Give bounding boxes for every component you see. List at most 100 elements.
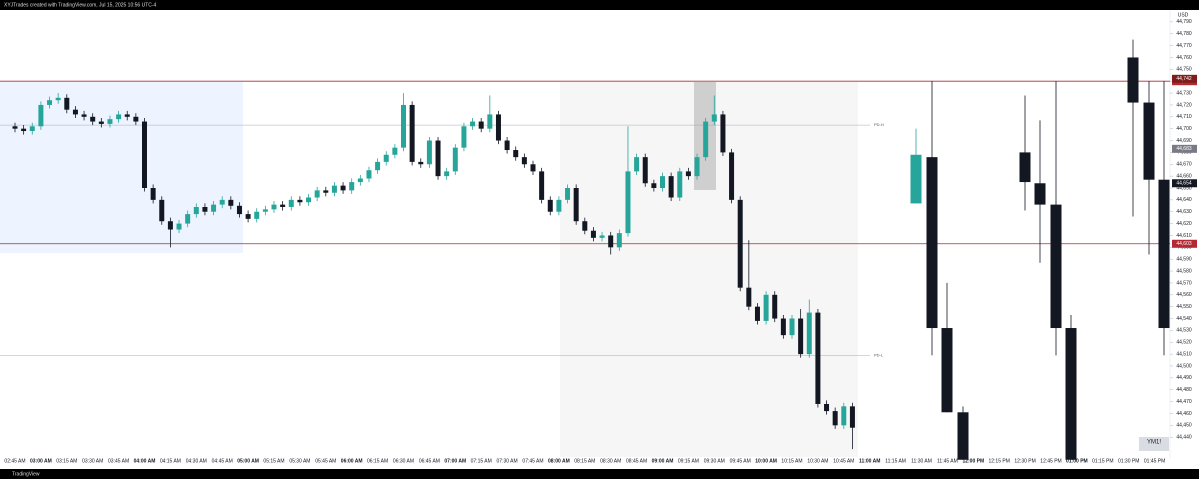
- candle-body: [941, 328, 953, 413]
- y-tick-label: 44,520: [1176, 340, 1192, 346]
- y-tick-label: 44,630: [1176, 209, 1192, 215]
- candle-body: [798, 318, 804, 355]
- candle-body: [142, 121, 147, 188]
- candle-body: [81, 114, 87, 117]
- candle-body: [729, 152, 735, 200]
- x-tick-label: 10:15 AM: [781, 458, 802, 464]
- candle-body: [47, 100, 53, 105]
- candle-body: [167, 221, 173, 230]
- candle-body: [616, 233, 622, 248]
- candle-body: [38, 104, 44, 127]
- candle-body: [159, 199, 165, 222]
- candle-body: [815, 312, 821, 404]
- x-tick-label: 09:15 AM: [678, 458, 699, 464]
- candle-body: [642, 157, 648, 184]
- x-tick-label: 04:00 AM: [134, 458, 156, 464]
- price-tag: [1172, 179, 1197, 188]
- candle-body: [297, 199, 303, 203]
- candle-body: [660, 176, 665, 188]
- y-tick-label: 44,560: [1176, 292, 1192, 298]
- x-tick-label: 08:00 AM: [548, 458, 570, 464]
- x-tick-label: 05:00 AM: [237, 458, 259, 464]
- price-tag-label: 44,742: [1176, 76, 1192, 82]
- candle-body: [306, 197, 312, 203]
- y-tick-label: 44,780: [1176, 31, 1192, 37]
- candle-body: [470, 121, 476, 127]
- x-tick-label: 03:30 AM: [82, 458, 103, 464]
- y-tick-label: 44,620: [1176, 221, 1192, 227]
- candle-body: [582, 221, 588, 231]
- y-tick-label: 44,660: [1176, 173, 1192, 179]
- x-tick-label: 04:45 AM: [212, 458, 233, 464]
- candle-body: [133, 116, 139, 122]
- candle-body: [12, 126, 18, 129]
- header-text: XYJTrades created with TradingView.com, …: [4, 2, 157, 8]
- candle-body: [746, 287, 752, 307]
- y-tick-label: 44,440: [1176, 435, 1192, 441]
- y-tick-label: 44,570: [1176, 280, 1192, 286]
- y-tick-label: 44,790: [1176, 19, 1192, 25]
- candle-body: [116, 114, 122, 120]
- candle-body: [521, 157, 527, 165]
- candle-body: [478, 121, 484, 129]
- candle-body: [72, 109, 78, 115]
- candle-body: [357, 178, 363, 183]
- candle-body: [254, 211, 260, 219]
- candle-body: [185, 214, 191, 224]
- candle-body: [1143, 102, 1155, 180]
- currency: USD: [1178, 12, 1189, 18]
- candle-body: [780, 318, 786, 336]
- y-tick-label: 44,670: [1176, 162, 1192, 168]
- header-bar: [0, 0, 1199, 10]
- candle-body: [314, 190, 320, 198]
- candle-body: [841, 406, 847, 426]
- x-tick-label: 10:45 AM: [833, 458, 854, 464]
- candle-body: [461, 126, 467, 148]
- candle-body: [487, 114, 493, 129]
- x-tick-label: 11:00 AM: [859, 458, 881, 464]
- x-tick-label: 03:15 AM: [56, 458, 77, 464]
- candle-body: [957, 412, 969, 460]
- candle-body: [599, 235, 605, 238]
- y-tick-label: 44,590: [1176, 257, 1192, 263]
- y-tick-label: 44,720: [1176, 102, 1192, 108]
- x-tick-label: 08:30 AM: [600, 458, 621, 464]
- x-tick-label: 04:15 AM: [160, 458, 181, 464]
- x-tick-label: 07:15 AM: [471, 458, 492, 464]
- candle-body: [236, 205, 242, 215]
- x-tick-label: 01:00 PM: [1066, 458, 1088, 464]
- x-tick-label: 12:45 PM: [1040, 458, 1061, 464]
- x-tick-label: 05:45 AM: [315, 458, 336, 464]
- candle-body: [107, 119, 113, 124]
- candle-body: [418, 161, 424, 165]
- candle-body: [849, 406, 855, 428]
- x-tick-label: 02:45 AM: [4, 458, 25, 464]
- candle-body: [150, 188, 156, 200]
- candle-body: [547, 199, 553, 212]
- y-tick-label: 44,760: [1176, 55, 1192, 61]
- candle-body: [211, 204, 217, 212]
- candle-body: [452, 147, 458, 172]
- ref-label: PD-H: [874, 122, 884, 127]
- x-tick-label: 11:45 AM: [937, 458, 958, 464]
- candle-body: [737, 199, 743, 288]
- candle-body: [392, 147, 398, 155]
- x-tick-label: 01:45 PM: [1144, 458, 1165, 464]
- price-tag-label: 44,603: [1176, 241, 1192, 247]
- x-tick-label: 04:30 AM: [186, 458, 207, 464]
- y-tick-label: 44,490: [1176, 375, 1192, 381]
- y-tick-label: 44,480: [1176, 387, 1192, 393]
- symbol-box: [1139, 437, 1169, 451]
- candle-body: [565, 188, 571, 200]
- candle-body: [323, 190, 329, 193]
- x-tick-label: 09:00 AM: [652, 458, 674, 464]
- candle-body: [271, 204, 277, 210]
- y-tick-label: 44,770: [1176, 43, 1192, 49]
- x-tick-label: 10:00 AM: [755, 458, 777, 464]
- price-tag: [1172, 239, 1197, 248]
- y-tick-label: 44,500: [1176, 363, 1192, 369]
- candle-body: [176, 223, 182, 230]
- candle-body: [21, 128, 27, 132]
- candle-body: [590, 230, 596, 238]
